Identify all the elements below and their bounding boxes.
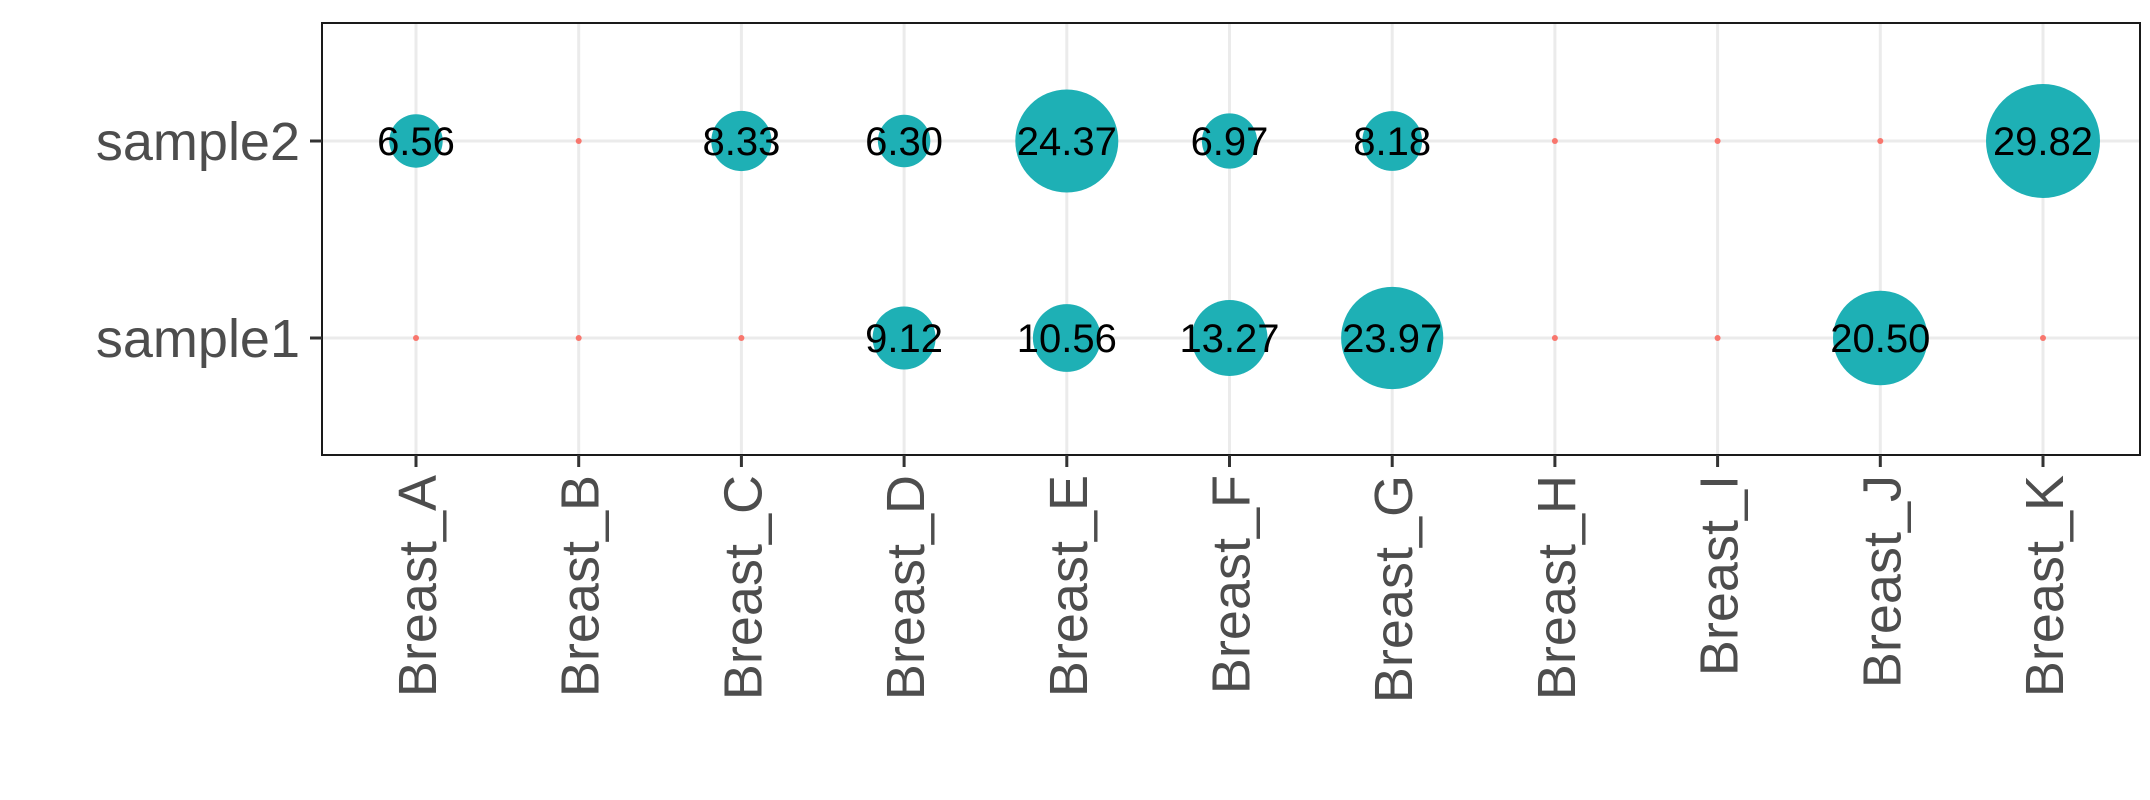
data-label: 10.56 <box>1017 317 1117 361</box>
data-label: 8.33 <box>702 120 780 164</box>
data-label: 13.27 <box>1179 317 1279 361</box>
data-point-zero <box>1714 335 1721 341</box>
data-label: 6.30 <box>865 120 943 164</box>
data-label: 29.82 <box>1993 120 2093 164</box>
data-point-zero <box>1714 138 1721 144</box>
data-labels: 6.56 8.33 6.30 24.37 6.97 8.18 29.82 9.12 10.56 1… <box>377 120 2093 361</box>
x-tick-label: Breast_F <box>1202 475 1262 694</box>
data-label: 23.97 <box>1342 317 1442 361</box>
axis-ticks <box>310 139 2045 467</box>
x-tick-label: Breast_D <box>876 475 936 700</box>
y-tick-label: sample2 <box>96 112 300 172</box>
y-axis-tick-labels: sample1 sample2 <box>96 112 300 369</box>
data-label: 6.56 <box>377 120 455 164</box>
data-point-zero <box>575 335 582 341</box>
data-point-zero <box>413 335 419 341</box>
data-point <box>1191 300 1268 376</box>
data-label: 6.97 <box>1191 120 1269 164</box>
x-tick-label: Breast_C <box>713 475 773 700</box>
x-tick-label: Breast_E <box>1039 475 1099 697</box>
data-point <box>872 306 936 370</box>
data-point <box>711 110 772 172</box>
data-point-zero <box>738 335 745 341</box>
data-label: 9.12 <box>865 317 943 361</box>
y-tick-label: sample1 <box>96 309 300 369</box>
x-tick-label: Breast_B <box>551 475 611 697</box>
data-point <box>1032 304 1101 372</box>
data-point-zero <box>1551 138 1558 144</box>
x-tick-label: Breast_A <box>388 475 448 697</box>
x-tick-label: Breast_J <box>1852 475 1912 688</box>
data-point-zero <box>1551 335 1558 341</box>
data-label: 20.50 <box>1830 317 1930 361</box>
x-axis-tick-labels: Breast_A Breast_B Breast_C Breast_D Breast_E… <box>388 475 2075 703</box>
data-point <box>389 114 443 168</box>
data-label: 8.18 <box>1353 120 1431 164</box>
data-points <box>389 84 2100 390</box>
data-label: 24.37 <box>1017 120 1117 164</box>
data-point-zero <box>1877 138 1884 144</box>
x-tick-label: Breast_H <box>1527 475 1587 700</box>
x-tick-label: Breast_G <box>1364 475 1424 703</box>
data-point <box>877 114 931 168</box>
x-tick-label: Breast_K <box>2015 475 2075 697</box>
data-point <box>1833 290 1928 386</box>
data-point-zero <box>575 138 582 144</box>
data-point <box>1362 111 1423 171</box>
data-point-zero <box>2040 335 2046 341</box>
data-point <box>1986 84 2100 198</box>
data-point <box>1341 286 1444 390</box>
data-point <box>1201 113 1258 169</box>
data-point <box>1015 89 1119 193</box>
x-tick-label: Breast_I <box>1690 475 1750 676</box>
